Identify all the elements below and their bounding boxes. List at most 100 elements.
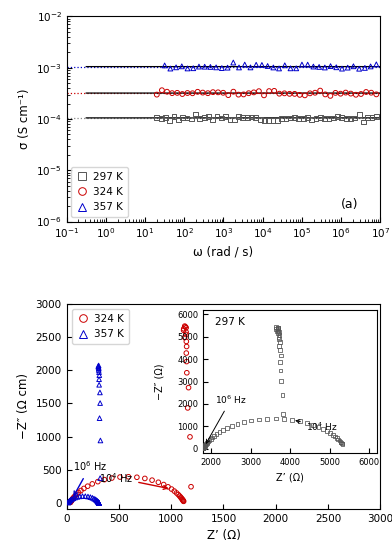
Point [362, 63, 368, 72]
Point [363, 88, 369, 96]
Point [158, 114, 164, 123]
Point [74, 490, 80, 498]
Point [171, 113, 177, 121]
Text: $10^6$ Hz: $10^6$ Hz [73, 459, 107, 495]
Point [69, 496, 75, 505]
Point [75, 488, 82, 497]
Point [179, 62, 185, 71]
Point [183, 328, 189, 336]
Point [162, 113, 169, 122]
Point [96, 414, 103, 422]
Text: (b): (b) [353, 310, 371, 323]
Point [259, 61, 265, 69]
Point [162, 61, 168, 70]
Point [65, 498, 71, 507]
Point [339, 113, 345, 122]
Point [67, 496, 73, 505]
Point [91, 494, 97, 503]
Point [72, 493, 78, 502]
Point [97, 436, 103, 445]
Point [87, 493, 94, 502]
Point [184, 114, 190, 123]
Point [210, 115, 216, 124]
Point [89, 480, 95, 488]
Point [278, 114, 285, 123]
Point [347, 114, 354, 123]
Point [215, 88, 221, 97]
Point [179, 90, 185, 98]
Point [276, 64, 282, 73]
Legend: 297 K, 324 K, 357 K: 297 K, 324 K, 357 K [71, 166, 128, 217]
Point [109, 474, 115, 482]
Point [201, 113, 207, 121]
Point [96, 364, 102, 373]
Point [169, 485, 175, 493]
Point [205, 89, 211, 97]
Point [74, 492, 80, 501]
Point [270, 116, 276, 125]
Point [348, 89, 354, 98]
Point [96, 498, 102, 507]
X-axis label: ω (rad / s): ω (rad / s) [193, 246, 254, 259]
Point [192, 109, 199, 118]
Point [189, 89, 196, 97]
Point [293, 64, 299, 73]
Point [188, 482, 194, 491]
Point [125, 473, 132, 481]
Point [327, 62, 334, 71]
Point [167, 116, 173, 125]
Point [69, 494, 76, 503]
Point [190, 64, 196, 73]
Point [78, 486, 84, 495]
Point [257, 115, 263, 124]
Point [117, 473, 123, 481]
Point [95, 497, 101, 506]
Point [178, 494, 185, 503]
Point [240, 113, 246, 121]
Point [307, 89, 313, 98]
Point [65, 498, 72, 507]
Point [183, 330, 189, 339]
Point [180, 114, 186, 123]
Point [205, 112, 212, 121]
Point [261, 117, 268, 125]
Point [164, 88, 170, 96]
Point [171, 487, 178, 496]
Point [70, 493, 76, 502]
Point [187, 433, 193, 441]
Point [181, 322, 188, 330]
Point [96, 498, 102, 507]
Point [184, 89, 191, 97]
Point [356, 110, 362, 119]
Point [327, 91, 334, 100]
Point [225, 63, 231, 72]
Point [210, 88, 216, 96]
Point [97, 399, 103, 408]
Point [96, 375, 102, 383]
Point [373, 90, 379, 98]
Point [309, 115, 315, 124]
Point [96, 499, 102, 508]
Point [70, 494, 76, 503]
Point [283, 114, 289, 123]
Point [97, 474, 103, 482]
Point [169, 89, 175, 97]
Point [300, 114, 306, 123]
Point [373, 60, 379, 69]
Point [334, 112, 341, 120]
Point [65, 497, 72, 506]
Point [312, 89, 318, 97]
Point [175, 490, 181, 499]
Point [93, 496, 99, 504]
Point [97, 388, 103, 397]
Point [317, 86, 323, 95]
Point [95, 478, 101, 486]
Point [180, 496, 186, 505]
Point [281, 89, 288, 98]
Point [369, 113, 375, 122]
Point [343, 114, 349, 123]
Point [225, 91, 231, 100]
Point [274, 117, 280, 125]
Y-axis label: −Z″ (Ω cm): −Z″ (Ω cm) [17, 373, 30, 439]
Point [345, 63, 351, 72]
